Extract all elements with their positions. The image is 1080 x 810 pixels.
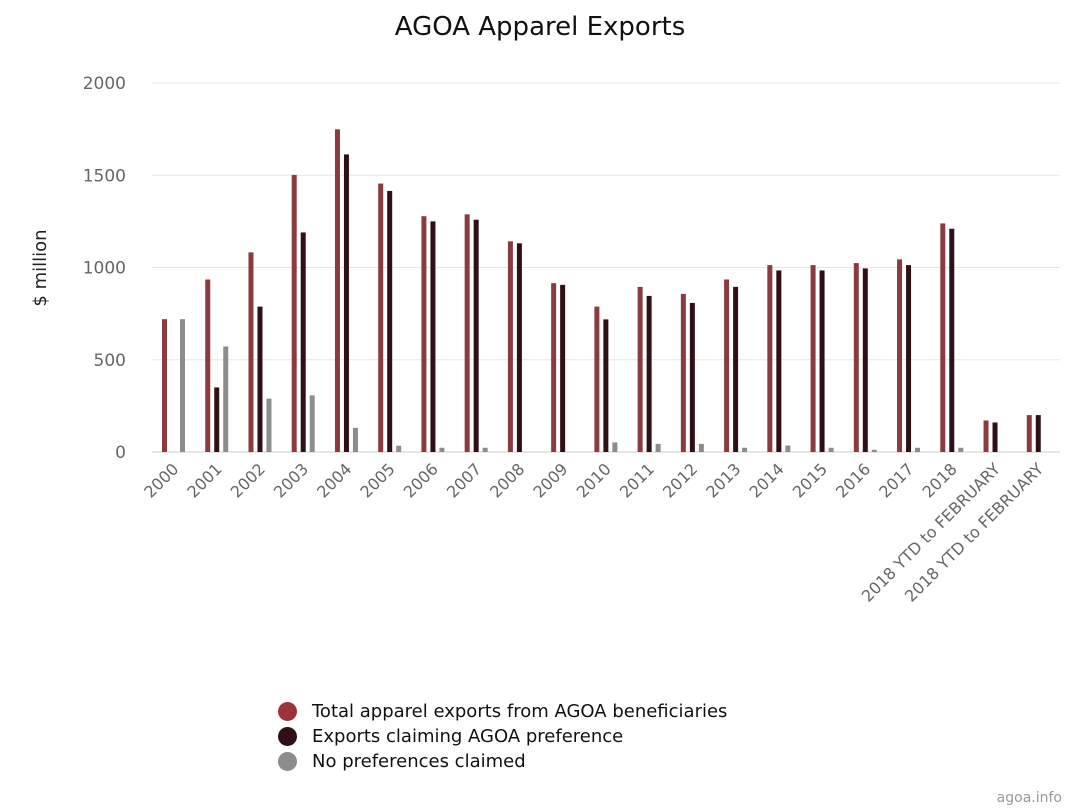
bar-total[interactable]	[724, 279, 730, 452]
bar-total[interactable]	[680, 293, 686, 452]
bar-no-preference[interactable]	[439, 447, 445, 452]
y-tick-label: 1000	[83, 259, 126, 279]
bar-preference[interactable]	[906, 265, 912, 452]
bar-no-preference[interactable]	[482, 447, 488, 452]
x-tick-label: 2011	[616, 459, 658, 501]
x-tick-label: 2012	[659, 459, 701, 501]
bar-total[interactable]	[334, 129, 340, 452]
bar-no-preference[interactable]	[828, 447, 834, 452]
bar-total[interactable]	[853, 263, 859, 452]
x-tick-label: 2007	[443, 459, 485, 501]
bar-preference[interactable]	[257, 306, 263, 452]
x-tick-label: 2010	[573, 459, 615, 501]
bar-no-preference[interactable]	[655, 443, 661, 452]
bar-total[interactable]	[594, 306, 600, 452]
legend-item[interactable]: Exports claiming AGOA preference	[278, 724, 727, 749]
x-tick-label: 2016	[832, 459, 874, 501]
bar-preference[interactable]	[516, 243, 522, 452]
x-tick-label: 2002	[227, 459, 269, 501]
bar-total[interactable]	[897, 259, 903, 452]
x-tick-label: 2009	[529, 459, 571, 501]
x-tick-label: 2005	[356, 459, 398, 501]
bar-preference[interactable]	[733, 286, 739, 452]
x-tick-label: 2017	[875, 459, 917, 501]
bar-preference[interactable]	[387, 190, 393, 452]
bar-no-preference[interactable]	[871, 449, 877, 452]
bar-preference[interactable]	[862, 268, 868, 452]
bar-preference[interactable]	[430, 221, 436, 452]
bar-total[interactable]	[551, 283, 557, 452]
bar-total[interactable]	[378, 183, 384, 453]
bar-total[interactable]	[767, 265, 773, 452]
legend-label: Total apparel exports from AGOA benefici…	[312, 701, 728, 722]
bar-preference[interactable]	[603, 319, 609, 452]
legend-swatch-icon	[278, 727, 297, 746]
bar-preference[interactable]	[560, 284, 566, 452]
legend-label: Exports claiming AGOA preference	[312, 726, 624, 747]
x-tick-label: 2014	[746, 459, 788, 501]
bar-preference[interactable]	[300, 232, 306, 452]
bar-preference[interactable]	[473, 219, 479, 452]
bar-no-preference[interactable]	[309, 395, 315, 452]
bars	[162, 129, 1041, 453]
chart-title: AGOA Apparel Exports	[394, 12, 686, 42]
y-tick-label: 2000	[83, 74, 126, 94]
x-tick-label: 2004	[313, 459, 355, 501]
bar-no-preference[interactable]	[180, 319, 185, 452]
bar-total[interactable]	[291, 174, 297, 453]
bar-no-preference[interactable]	[352, 427, 358, 452]
legend-label: No preferences claimed	[312, 751, 526, 772]
bar-total[interactable]	[248, 252, 254, 452]
x-tick-label: 2006	[400, 459, 442, 501]
bar-no-preference[interactable]	[396, 445, 402, 452]
x-tick-label: 2015	[789, 459, 831, 501]
legend-item[interactable]: Total apparel exports from AGOA benefici…	[278, 699, 727, 724]
bar-no-preference[interactable]	[785, 445, 791, 452]
x-tick-label: 2001	[183, 459, 225, 501]
bar-no-preference[interactable]	[266, 398, 272, 452]
y-tick-label: 500	[94, 351, 126, 371]
credit-label: agoa.info	[996, 790, 1062, 806]
bar-total[interactable]	[1026, 415, 1032, 452]
bar-total[interactable]	[637, 286, 643, 452]
bar-no-preference[interactable]	[223, 346, 229, 452]
bar-preference[interactable]	[646, 295, 652, 452]
x-tick-label: 2003	[270, 459, 312, 501]
bar-total[interactable]	[507, 241, 513, 452]
bar-total[interactable]	[810, 265, 816, 452]
x-tick-label: 2013	[702, 459, 744, 501]
bar-preference[interactable]	[776, 270, 782, 452]
legend: Total apparel exports from AGOA benefici…	[278, 699, 727, 774]
bar-preference[interactable]	[992, 422, 998, 452]
bar-total[interactable]	[421, 216, 427, 452]
x-axis-ticks: 2000 2001 2002 2003 2004 2005 2006 2007 2008 2009…	[140, 459, 1047, 605]
bar-no-preference[interactable]	[612, 442, 618, 452]
bar-preference[interactable]	[949, 228, 955, 452]
bar-preference[interactable]	[214, 387, 220, 452]
bar-no-preference[interactable]	[742, 447, 748, 452]
bar-preference[interactable]	[689, 302, 695, 452]
bar-total[interactable]	[940, 223, 946, 452]
legend-swatch-icon	[278, 702, 297, 721]
bar-no-preference[interactable]	[958, 447, 964, 452]
bar-total[interactable]	[205, 279, 211, 452]
y-axis-ticks: 0 500 1000 1500 2000	[83, 74, 126, 463]
legend-swatch-icon	[278, 752, 297, 771]
x-tick-label: 2000	[140, 459, 182, 501]
bar-preference[interactable]	[819, 270, 825, 452]
bar-preference[interactable]	[343, 154, 349, 453]
bar-no-preference[interactable]	[698, 443, 704, 452]
legend-item[interactable]: No preferences claimed	[278, 749, 727, 774]
bar-total[interactable]	[983, 420, 989, 452]
bar-total[interactable]	[162, 319, 167, 452]
bar-preference[interactable]	[1035, 415, 1041, 452]
x-tick-label: 2008	[486, 459, 528, 501]
y-tick-label: 1500	[83, 166, 126, 186]
y-axis-label: $ million	[30, 229, 51, 306]
bar-no-preference[interactable]	[915, 447, 921, 452]
bar-total[interactable]	[464, 214, 470, 452]
y-tick-label: 0	[115, 443, 126, 463]
